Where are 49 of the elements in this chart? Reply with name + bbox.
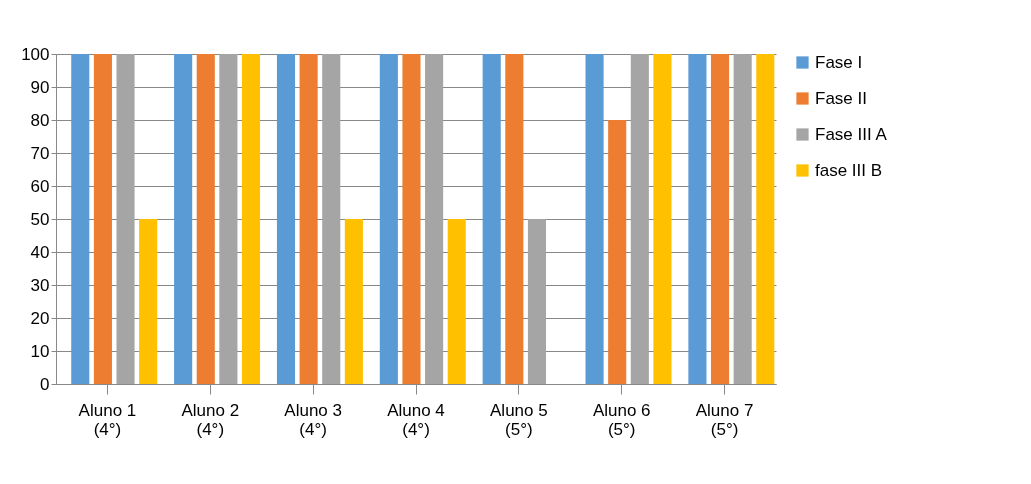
y-tick-label: 70	[30, 143, 50, 163]
x-tick-label: Aluno 7 (5°)	[695, 400, 754, 439]
bar	[276, 54, 296, 384]
bar	[505, 54, 524, 384]
bar	[482, 54, 501, 384]
y-tick-label: 100	[21, 44, 50, 64]
legend-label: Fase II	[815, 88, 867, 108]
x-tick-label: Aluno 4 (4°)	[387, 400, 445, 439]
bar	[608, 120, 627, 384]
bar	[93, 54, 112, 384]
y-tick-label: 10	[30, 341, 50, 361]
bar	[527, 219, 547, 384]
y-tick-label: 40	[30, 242, 50, 262]
legend-label: Fase I	[815, 52, 863, 72]
bar	[219, 54, 238, 384]
bar	[425, 54, 444, 384]
y-tick-label: 80	[30, 110, 50, 130]
y-tick-label: 90	[30, 77, 50, 97]
bar	[733, 54, 752, 384]
x-tick-label: Aluno 3 (4°)	[284, 400, 342, 439]
bar	[653, 54, 672, 384]
bar	[379, 54, 398, 384]
bar	[322, 54, 341, 384]
bar	[71, 54, 90, 384]
y-tick-label: 30	[30, 275, 50, 295]
bar	[402, 54, 421, 384]
x-tick-label: Aluno 2 (4°)	[181, 400, 240, 439]
y-tick-label: 50	[30, 209, 50, 229]
bar	[710, 54, 730, 384]
bar	[447, 219, 466, 384]
bar	[139, 219, 158, 384]
legend-label: fase III B	[815, 160, 883, 180]
bar	[196, 54, 215, 384]
bar	[344, 219, 363, 384]
y-tick-label: 0	[40, 374, 50, 394]
x-tick-label: Aluno 1 (4°)	[78, 400, 137, 439]
bar	[630, 54, 649, 384]
bar	[241, 54, 261, 384]
x-tick-label: Aluno 5 (5°)	[490, 400, 548, 439]
bar	[756, 54, 775, 384]
y-tick-label: 20	[30, 308, 50, 328]
bar	[116, 54, 135, 384]
legend-label: Fase III A	[815, 124, 888, 144]
bar	[174, 54, 193, 384]
bar	[585, 54, 604, 384]
x-tick-label: Aluno 6 (5°)	[592, 400, 651, 439]
y-tick-label: 60	[30, 176, 50, 196]
bar	[299, 54, 318, 384]
bar	[688, 54, 707, 384]
